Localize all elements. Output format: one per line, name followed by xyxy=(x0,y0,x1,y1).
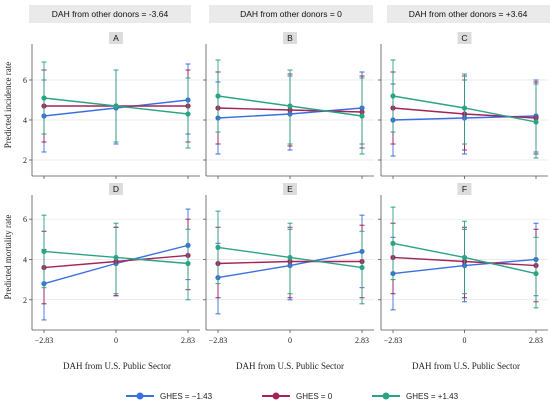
column-header-1: DAH from other donors = -3.64 xyxy=(29,5,191,23)
legend-item-ghes-zero: GHES = 0 xyxy=(262,392,333,401)
column-header-3-text: DAH from other donors = +3.64 xyxy=(409,9,528,19)
y-axis-title-bottom: Predicted mortality rate xyxy=(3,215,13,300)
panel-b-point-ghes-pos xyxy=(287,103,293,109)
panel-f: −2.83 0 2.83 F xyxy=(378,183,548,345)
legend-label-ghes-zero: GHES = 0 xyxy=(296,392,333,401)
x-axis-title-3: DAH from U.S. Public Sector xyxy=(412,361,520,371)
legend-label-ghes-neg: GHES = −1.43 xyxy=(160,392,213,401)
panel-f-x-tick-label: 0 xyxy=(463,336,467,345)
panel-a-y-tick-label: 4 xyxy=(23,116,27,125)
panel-d-series-ghes-pos xyxy=(41,214,191,301)
column-header-1-text: DAH from other donors = -3.64 xyxy=(52,9,169,19)
panel-e-x-tick-label: 0 xyxy=(288,336,292,345)
panel-a-y-tick-label: 6 xyxy=(23,76,27,85)
panel-c-point-ghes-pos xyxy=(390,93,396,99)
panel-b-title: B xyxy=(287,33,293,43)
panel-d-x-tick-label: 0 xyxy=(114,336,118,345)
legend-label-ghes-pos: GHES = +1.43 xyxy=(406,392,459,401)
panel-d-point-ghes-pos xyxy=(113,254,119,261)
panel-e-point-ghes-pos xyxy=(215,244,221,250)
panel-d-y-tick-label: 2 xyxy=(23,296,27,305)
legend: GHES = −1.43 GHES = 0 GHES = +1.43 xyxy=(126,392,459,401)
legend-item-ghes-neg: GHES = −1.43 xyxy=(126,392,213,401)
panel-c-title: C xyxy=(461,33,467,43)
panel-a-point-ghes-pos xyxy=(113,103,119,109)
panel-e-series-ghes-pos xyxy=(215,210,365,305)
panel-e-point-ghes-pos xyxy=(359,264,365,271)
panel-b: B xyxy=(203,32,374,179)
panel-c-point-ghes-pos xyxy=(461,105,468,111)
panel-d-point-ghes-pos xyxy=(41,248,47,255)
panel-e-point-ghes-pos xyxy=(287,254,293,261)
panel-d-y-tick-label: 4 xyxy=(23,255,27,264)
panels: 2 4 6 A B C 2 4 6 −2.83 0 2.83 D −2.83 0 2.83 E −2.83 0 2.8… xyxy=(23,32,548,345)
panel-c-series-ghes-pos xyxy=(390,59,539,159)
panel-a: 2 4 6 A xyxy=(23,32,200,179)
panel-c-point-ghes-pos xyxy=(533,119,539,125)
panel-b-tag xyxy=(283,32,297,44)
panel-e-x-tick-label: 2.83 xyxy=(355,336,369,345)
panel-f-point-ghes-pos xyxy=(390,240,396,246)
panel-a-tag xyxy=(109,32,123,44)
panel-e-tag xyxy=(283,183,297,195)
column-header-2-text: DAH from other donors = 0 xyxy=(240,9,342,19)
panel-b-point-ghes-pos xyxy=(359,113,365,119)
panel-d-x-tick-label: −2.83 xyxy=(35,336,54,345)
panel-a-series-ghes-pos xyxy=(41,61,191,149)
panel-d-point-ghes-pos xyxy=(185,260,191,267)
legend-marker-ghes-neg xyxy=(136,392,144,400)
panel-a-point-ghes-pos xyxy=(185,111,191,117)
panel-d: 2 4 6 −2.83 0 2.83 D xyxy=(23,183,200,345)
panel-f-title: F xyxy=(462,184,467,194)
panel-b-series-ghes-pos xyxy=(215,59,365,155)
panel-d-tag xyxy=(109,183,123,195)
legend-marker-ghes-zero xyxy=(272,392,280,400)
panel-a-point-ghes-pos xyxy=(41,95,47,101)
x-axis-title-1: DAH from U.S. Public Sector xyxy=(63,361,171,371)
x-axis-title-2: DAH from U.S. Public Sector xyxy=(236,361,344,371)
panel-f-tag xyxy=(457,183,472,195)
legend-marker-ghes-pos xyxy=(382,392,390,400)
legend-item-ghes-pos: GHES = +1.43 xyxy=(372,392,459,401)
panel-d-x-tick-label: 2.83 xyxy=(181,336,195,345)
panel-e-title: E xyxy=(287,184,293,194)
panel-d-y-tick-label: 6 xyxy=(23,215,27,224)
panel-d-title: D xyxy=(113,184,119,194)
panel-b-point-ghes-pos xyxy=(215,93,221,99)
panel-f-x-tick-label: 2.83 xyxy=(529,336,543,345)
panel-e-x-tick-label: −2.83 xyxy=(209,336,228,345)
panel-e: −2.83 0 2.83 E xyxy=(203,183,374,345)
panel-f-series-ghes-pos xyxy=(390,206,539,309)
panel-a-y-tick-label: 2 xyxy=(23,156,27,165)
column-header-3: DAH from other donors = +3.64 xyxy=(387,5,550,23)
panel-f-point-ghes-pos xyxy=(533,270,539,277)
panel-c: C xyxy=(378,32,548,179)
panel-c-tag xyxy=(457,32,472,44)
column-header-2: DAH from other donors = 0 xyxy=(209,5,373,23)
panel-a-title: A xyxy=(113,33,119,43)
panel-f-x-tick-label: −2.83 xyxy=(384,336,403,345)
y-axis-title-top: Predicted incidence rate xyxy=(3,62,13,148)
panel-f-point-ghes-pos xyxy=(461,254,468,261)
